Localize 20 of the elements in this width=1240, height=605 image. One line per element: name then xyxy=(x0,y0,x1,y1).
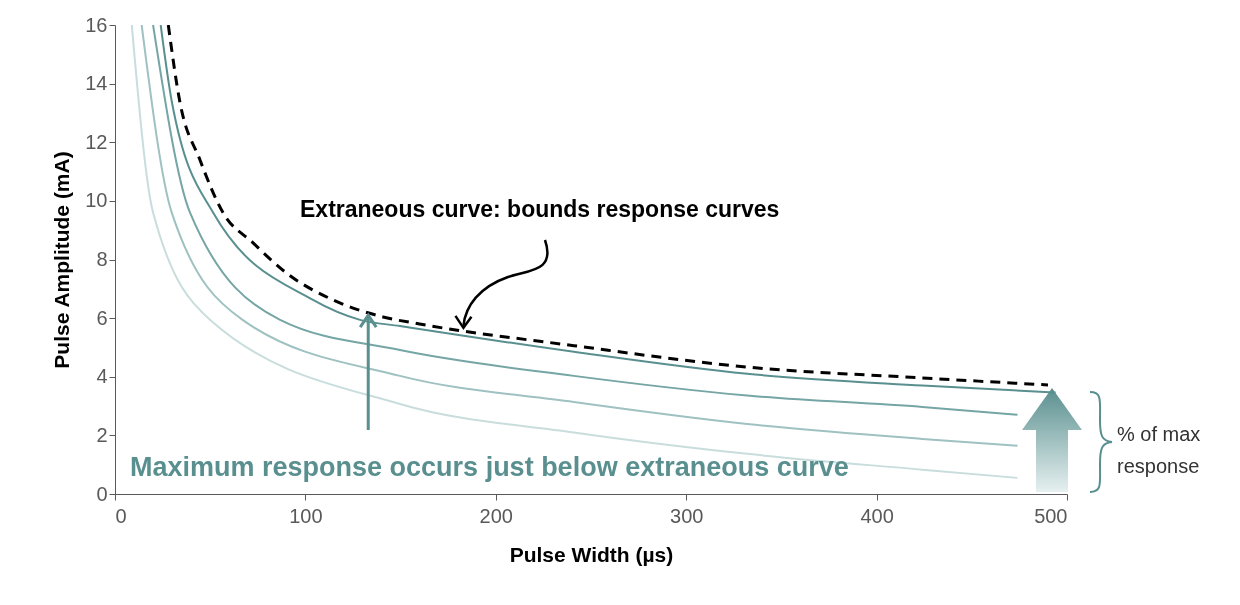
y-tick-label: 0 xyxy=(96,482,108,505)
x-tick-label: 100 xyxy=(289,504,323,527)
x-tick-label: 300 xyxy=(670,504,704,527)
y-tick-label: 6 xyxy=(96,306,108,329)
y-tick-label: 12 xyxy=(85,130,108,153)
x-tick-label: 200 xyxy=(479,504,513,527)
y-tick-label: 2 xyxy=(96,423,108,446)
y-tick-label: 8 xyxy=(96,248,108,270)
x-axis-title: Pulse Width (µs) xyxy=(509,542,674,566)
y-tick-label: 16 xyxy=(85,13,108,36)
annotation: Maximum response occurs just below extraneous curve xyxy=(130,452,849,483)
y-tick-label: 14 xyxy=(85,72,108,95)
y-axis-title: Pulse Amplitude (mA) xyxy=(50,151,74,369)
x-tick-label: 400 xyxy=(860,504,894,527)
text: % of max response xyxy=(1117,422,1202,479)
x-tick-label: 500 xyxy=(1034,504,1068,527)
y-tick-label: 4 xyxy=(96,365,108,388)
annotation: Extraneous curve: bounds response curves xyxy=(300,196,780,223)
y-tick-label: 10 xyxy=(85,189,108,212)
x-tick-label: 0 xyxy=(115,504,127,527)
